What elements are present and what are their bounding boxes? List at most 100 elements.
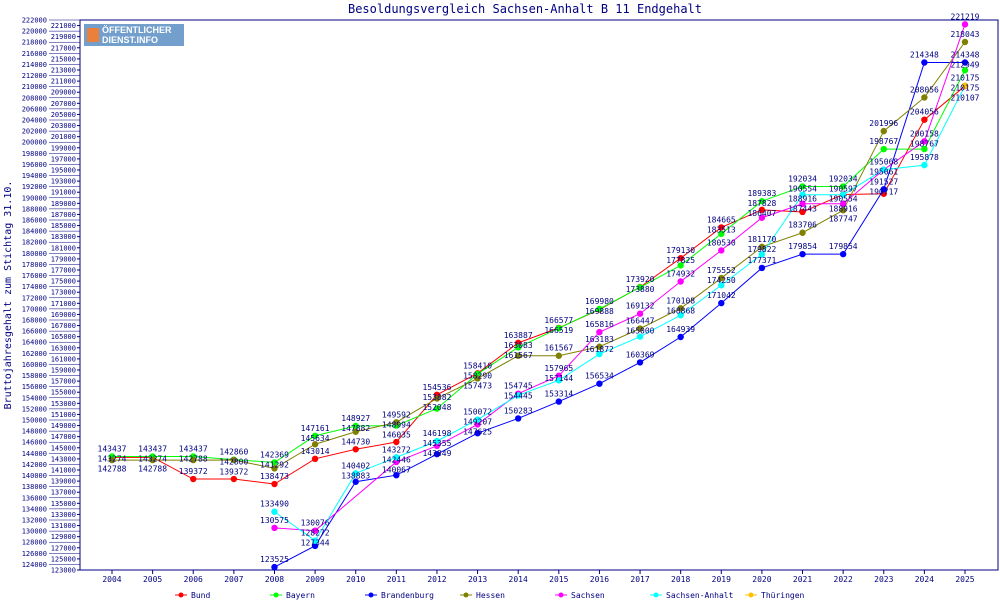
data-point [921,161,928,169]
y-tick-label: 220000 [22,28,47,36]
data-label: 163183 [585,335,614,344]
y-tick-label: 128000 [22,539,47,547]
data-point [271,563,278,571]
y-tick-label: 197000 [51,155,76,163]
axes: 123000 124000 125000 126000 127000 128000 1290… [22,17,999,584]
data-point [961,59,969,66]
data-label: 154445 [504,392,533,401]
data-point [758,251,766,258]
data-point [596,380,603,387]
x-tick-label: 2006 [184,575,203,584]
data-label: 147882 [341,424,370,433]
logo-line1: ÖFFENTLICHER [102,25,172,35]
y-tick-label: 178000 [22,261,47,269]
series-bayern [108,67,969,466]
y-tick-label: 170000 [22,305,47,313]
x-tick-label: 2013 [468,575,487,584]
legend-label: Sachsen [571,591,605,600]
series-bund [108,82,969,488]
y-tick-label: 214000 [22,61,47,69]
data-label: 143014 [301,447,330,456]
y-tick-label: 211000 [51,78,76,86]
data-point [474,375,481,382]
data-label: 187443 [788,204,817,213]
data-label: 192034 [829,174,858,183]
y-tick-label: 222000 [22,17,47,25]
series-line [274,85,966,542]
data-point [677,262,684,269]
data-point [718,274,725,282]
data-point [636,359,644,366]
data-label: 143437 [138,444,167,453]
data-point [839,183,847,190]
data-point [474,370,481,378]
y-tick-label: 164000 [22,339,47,347]
data-label: 153314 [544,390,573,399]
x-tick-label: 2019 [712,575,731,584]
data-label: 181170 [747,235,776,244]
x-tick-label: 2022 [834,575,853,584]
series-sachsen [271,21,969,534]
data-point [636,284,644,291]
y-tick-label: 219000 [51,33,76,41]
data-point [677,305,684,312]
y-tick-label: 207000 [51,100,76,108]
data-label: 156534 [585,372,614,381]
y-tick-label: 200000 [22,139,47,147]
data-label: 190597 [829,184,858,193]
y-tick-label: 204000 [22,117,47,125]
data-label: 192034 [788,174,817,183]
data-label: 179854 [829,242,858,251]
data-point [596,343,603,350]
data-point [718,299,725,307]
legend-label: Bund [191,591,210,600]
y-tick-label: 182000 [22,239,47,247]
y-tick-label: 137000 [51,489,76,497]
data-label: 142788 [98,464,127,473]
y-tick-label: 150000 [22,417,47,425]
y-tick-label: 208000 [22,94,47,102]
data-point [758,214,766,221]
data-point [961,38,969,46]
y-tick-label: 123000 [51,567,76,575]
y-tick-label: 190000 [22,194,47,202]
legend-marker [463,592,469,598]
data-point [149,456,156,464]
data-point [555,352,563,359]
legend-marker [368,592,374,598]
data-point [839,250,847,258]
data-label: 171042 [707,291,736,300]
data-point [271,508,278,515]
data-label: 142860 [219,448,248,457]
y-tick-label: 147000 [51,433,76,441]
data-point [718,224,725,231]
data-point [799,183,806,190]
data-point [190,456,197,464]
x-tick-label: 2011 [387,575,406,584]
data-label: 174932 [666,269,695,278]
y-tick-label: 171000 [51,300,76,308]
y-tick-label: 142000 [22,461,47,469]
data-label: 174250 [707,276,736,285]
y-tick-label: 174000 [22,283,47,291]
data-point [514,352,522,359]
data-point [596,305,603,313]
data-label: 165816 [585,320,614,329]
y-tick-label: 173000 [51,289,76,297]
data-point [190,475,197,483]
data-label: 208056 [910,85,939,94]
data-label: 147161 [301,424,330,433]
data-label: 153882 [422,393,451,402]
y-tick-label: 221000 [51,22,76,30]
data-label: 210175 [951,84,980,93]
data-point [758,198,766,205]
data-point [514,344,522,351]
x-tick-label: 2018 [671,575,690,584]
data-point [718,247,725,254]
data-label: 148994 [382,420,411,429]
x-tick-label: 2023 [874,575,893,584]
data-label: 154745 [504,382,533,391]
data-label: 150072 [463,408,492,417]
y-tick-label: 129000 [51,533,76,541]
y-tick-label: 177000 [51,267,76,275]
